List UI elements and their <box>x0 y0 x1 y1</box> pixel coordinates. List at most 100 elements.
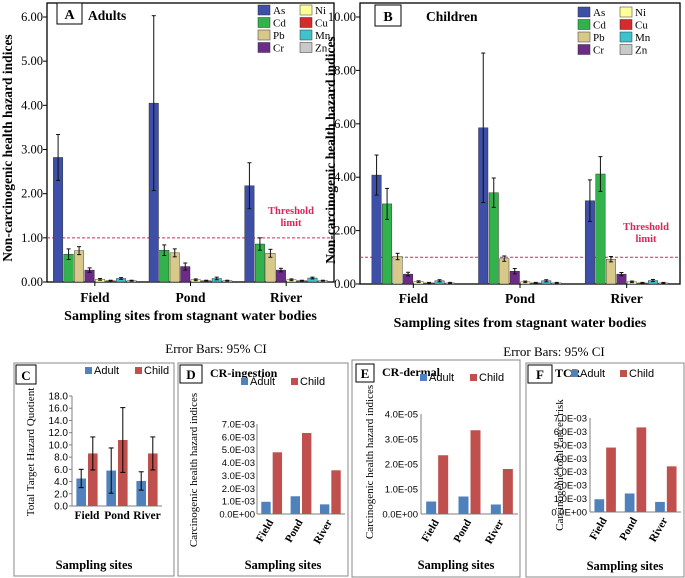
legend-label: Pb <box>593 32 605 44</box>
legend-label: Adult <box>94 365 119 377</box>
y-tick-label: 10.00 <box>328 10 356 24</box>
bar-adult-field <box>76 478 86 506</box>
legend-label: Zn <box>635 45 648 57</box>
x-tick-label: Field <box>399 291 429 306</box>
legend-swatch-Ni <box>619 6 633 18</box>
y-tick-label: 0.0E+00 <box>382 510 418 521</box>
panel-letter-box <box>56 2 83 25</box>
y-tick-label: 5.0E-03 <box>554 440 587 451</box>
x-axis-label: Sampling sites <box>418 558 495 572</box>
y-tick-label: 3.0E-03 <box>222 471 255 482</box>
bar-child-river <box>148 453 158 506</box>
bar-adult-field <box>261 501 271 514</box>
legend-label: Adult <box>250 376 275 388</box>
legend-swatch-Pb <box>257 29 271 41</box>
x-tick-label: River <box>133 510 160 522</box>
bar-adult-pond <box>624 493 635 512</box>
y-tick-label: 6.00 <box>21 10 43 24</box>
y-axis-label: Non-carcinogenic health hazard indices <box>323 36 338 263</box>
legend-swatch-child <box>135 367 142 374</box>
y-tick-label: 4.0E-03 <box>222 458 255 469</box>
panel-C: C Adult Child 0.0 2.04.06.08.0 10.012.014.016… <box>13 362 175 577</box>
y-tick-label: 8.00 <box>334 63 356 77</box>
y-axis-label: Non-carcinogenic health hazard indices <box>0 34 15 261</box>
threshold-label: Threshold <box>268 206 314 217</box>
x-tick-label: Field <box>80 290 110 305</box>
y-tick-label: 10.0 <box>49 440 69 451</box>
panel-letter: B <box>383 10 392 25</box>
y-tick-label: 4.0E-05 <box>385 410 418 421</box>
plot-frame <box>46 2 335 283</box>
y-tick-label: 3.0E-03 <box>554 467 587 478</box>
bar-Pb-field <box>74 250 85 283</box>
bar-child-river <box>666 466 677 512</box>
legend-label: Adult <box>580 368 605 380</box>
bar-adult-pond <box>458 496 469 514</box>
y-tick-label: 2.0E-03 <box>554 481 587 492</box>
panel-frame <box>351 359 521 578</box>
legend-swatch-Cu <box>299 17 313 28</box>
x-tick-label: River <box>611 291 643 306</box>
y-axis-label: Carcinogenic total cancer risk <box>554 399 566 531</box>
y-tick-label: 6.0E-03 <box>222 432 255 443</box>
x-axis-label: Sampling sites <box>245 558 322 572</box>
bar-Pb-pond <box>499 258 510 285</box>
legend-swatch-child <box>620 370 627 377</box>
y-axis-label: Total Target Hazard Quotient <box>25 388 37 516</box>
error-bars-caption-right: Error Bars: 95% CI <box>503 344 604 359</box>
y-tick-label: 5.0E-03 <box>222 445 255 456</box>
legend-swatch-child <box>291 378 298 385</box>
y-tick-label: 1.0E-03 <box>222 497 255 508</box>
legend-label: Cd <box>273 18 286 30</box>
x-tick-label: River <box>270 290 302 305</box>
threshold-label: Threshold <box>623 222 669 233</box>
legend-label: Child <box>479 372 504 384</box>
x-axis-label: Sampling sites <box>56 558 133 572</box>
panel-A: 0.00 1.00 2.00 3.00 4.00 5.00 6.00 Thresholdlim… <box>0 2 335 324</box>
legend-label: Cu <box>635 20 648 32</box>
bar-child-field <box>606 447 616 512</box>
legend-label: Mn <box>635 32 651 44</box>
threshold-label: limit <box>281 218 302 229</box>
panel-letter: E <box>361 366 370 381</box>
panel-letter: C <box>21 368 30 383</box>
bar-child-field <box>272 452 283 514</box>
x-tick-label: Pond <box>505 291 536 306</box>
legend-swatch-As <box>577 6 591 18</box>
bar-child-pond <box>636 427 647 512</box>
y-tick-label: 7.0E-03 <box>554 414 587 425</box>
x-tick-label: Field <box>75 510 101 522</box>
y-tick-label: 2.0 <box>54 489 68 500</box>
y-tick-label: 4.0E-03 <box>554 454 587 465</box>
panel-title: CR-ingestion <box>210 366 278 380</box>
x-tick-label: Pond <box>104 510 130 522</box>
y-tick-label: 18.0 <box>49 392 69 403</box>
legend-swatch-Cu <box>619 19 633 30</box>
y-tick-label: 2.0E-03 <box>222 484 255 495</box>
y-tick-label: 16.0 <box>49 404 69 415</box>
bar-adult-river <box>490 504 501 514</box>
panel-letter: D <box>186 367 195 382</box>
panel-frame <box>177 362 349 577</box>
x-tick-label: Pond <box>175 290 206 305</box>
legend-swatch-Zn <box>619 44 633 55</box>
bar-child-pond <box>118 440 128 506</box>
legend-swatch-Ni <box>299 4 313 16</box>
y-tick-label: 7.0E-03 <box>222 420 255 431</box>
legend-swatch-Mn <box>299 29 313 41</box>
panel-frame <box>525 362 685 578</box>
y-axis-label: Carcinogenic health hazard indices <box>188 393 200 547</box>
legend-swatch-adult <box>85 367 92 374</box>
panel-letter: A <box>64 8 75 23</box>
threshold-label: limit <box>636 234 657 245</box>
legend-swatch-adult <box>420 374 427 381</box>
x-axis-label: Sampling sites from stagnant water bodie… <box>394 316 647 331</box>
legend-label: Cr <box>273 43 284 55</box>
y-tick-label: 3.00 <box>21 143 43 157</box>
y-tick-label: 0.00 <box>21 275 43 289</box>
legend-swatch-Mn <box>619 31 633 43</box>
y-tick-label: 1.0E-03 <box>554 494 587 505</box>
